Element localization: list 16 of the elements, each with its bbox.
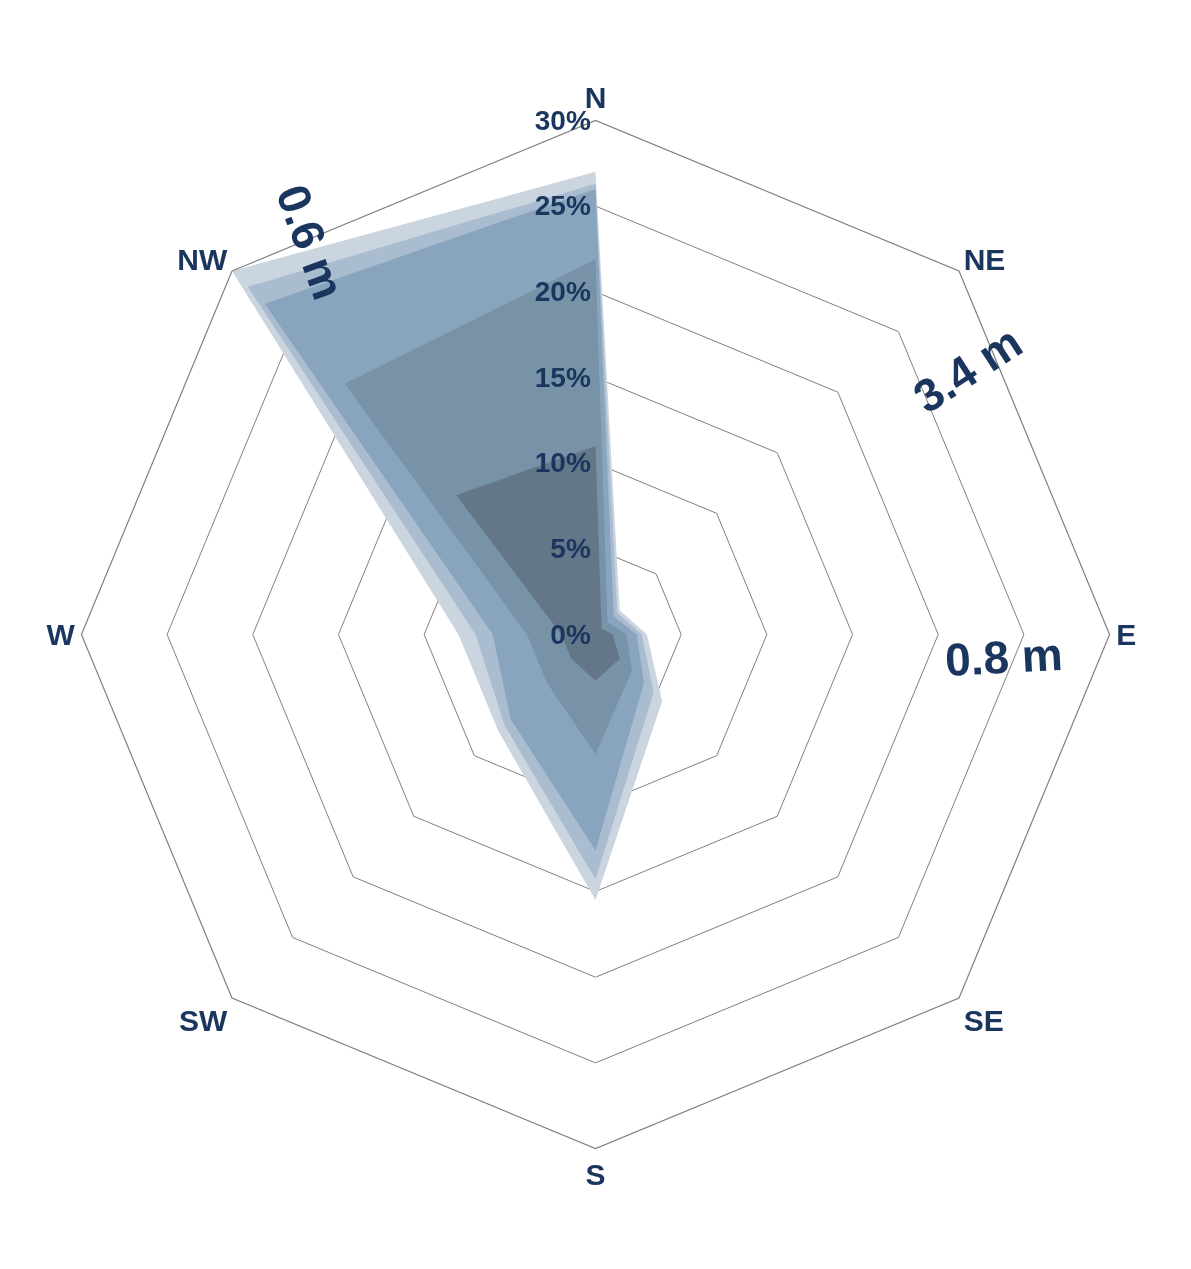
spoke-label: S <box>585 1158 606 1192</box>
y-tick-label: 10% <box>534 447 591 479</box>
text: 0.8 m <box>943 627 1064 687</box>
spoke-label: NW <box>177 242 228 276</box>
spoke-label: SE <box>963 1004 1004 1038</box>
spoke-label: NE <box>963 242 1006 276</box>
y-tick-label: 25% <box>534 190 591 222</box>
y-tick-label: 5% <box>550 532 591 564</box>
y-tick-label: 20% <box>534 275 591 307</box>
spoke-label: SW <box>179 1004 229 1038</box>
y-tick-label: 0% <box>550 618 591 650</box>
text: 3.4 m <box>904 315 1032 424</box>
text: 0.6 m <box>265 177 356 307</box>
y-tick-label: 15% <box>534 361 591 393</box>
spoke-label: W <box>46 618 76 651</box>
spoke-label: E <box>1116 618 1137 651</box>
